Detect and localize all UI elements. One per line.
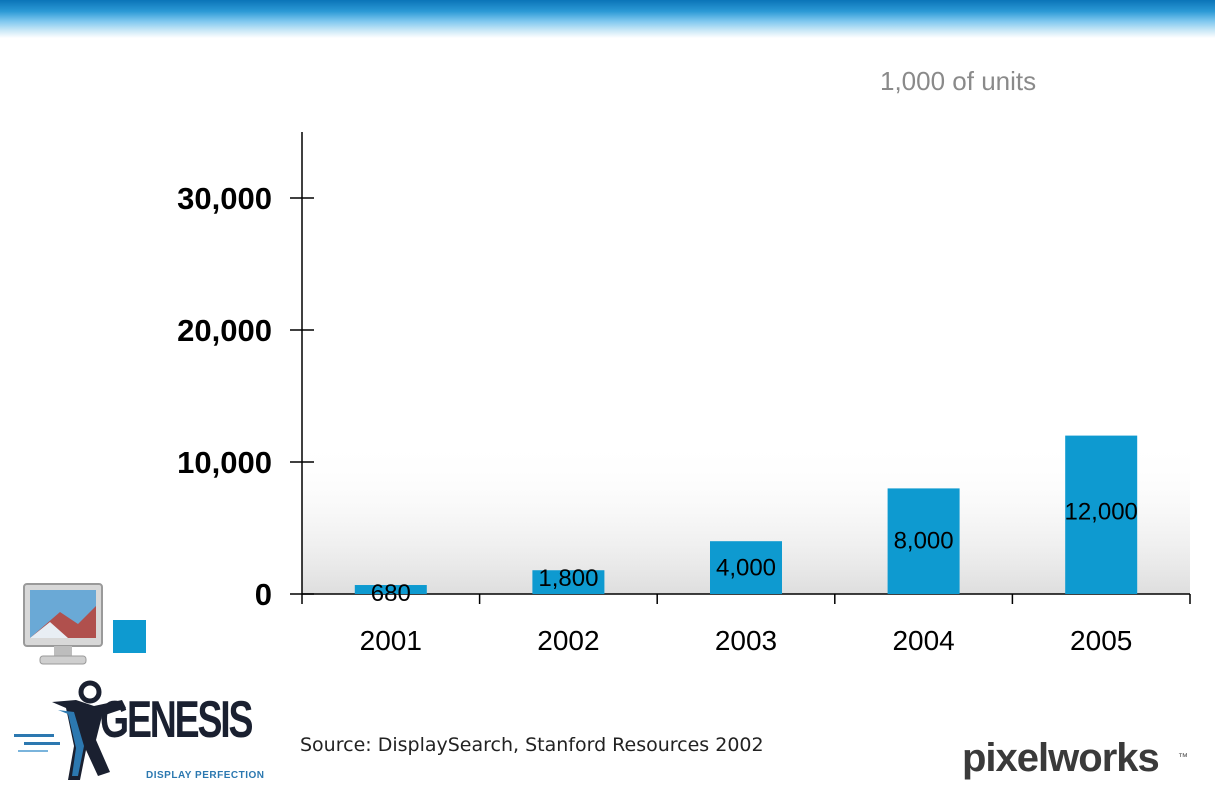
bar-2001 — [354, 585, 427, 594]
bar-2004 — [887, 488, 960, 594]
monitor-icon — [23, 583, 103, 665]
bar-2005 — [1065, 435, 1138, 594]
x-tick-label: 2002 — [537, 625, 599, 656]
data-label: 12,000 — [1064, 499, 1137, 526]
bar-2003 — [710, 541, 782, 594]
source-note: Source: DisplaySearch, Stanford Resource… — [300, 734, 764, 756]
bars — [354, 435, 1138, 594]
data-label: 680 — [371, 580, 411, 607]
bar-2002 — [532, 570, 605, 594]
labels: 0 10,000 20,000 30,000 680 2001 1,800 2002 4,000… — [177, 181, 1138, 656]
y-tick-label: 0 — [255, 577, 272, 612]
unit-label: 1,000 of units — [880, 66, 1037, 96]
y-tick-label: 30,000 — [177, 181, 272, 216]
data-label: 4,000 — [716, 555, 776, 582]
x-tick-label: 2004 — [892, 625, 954, 656]
y-tick-label: 20,000 — [177, 313, 272, 348]
header-gradient-bar — [0, 0, 1215, 38]
x-tick-label: 2001 — [360, 625, 422, 656]
data-label: 1,800 — [538, 565, 598, 592]
genesis-logo-text: GENESIS — [100, 691, 253, 749]
pixelworks-logo: pixelworks — [962, 736, 1160, 780]
data-label: 8,000 — [894, 527, 954, 554]
genesis-logo-icon — [14, 680, 126, 780]
x-tick-label: 2005 — [1070, 625, 1132, 656]
genesis-tagline: DISPLAY PERFECTION — [146, 770, 265, 781]
x-tick-label: 2003 — [715, 625, 777, 656]
legend-swatch — [113, 620, 146, 653]
pixelworks-trademark: ™ — [1178, 752, 1188, 763]
y-tick-label: 10,000 — [177, 445, 272, 480]
